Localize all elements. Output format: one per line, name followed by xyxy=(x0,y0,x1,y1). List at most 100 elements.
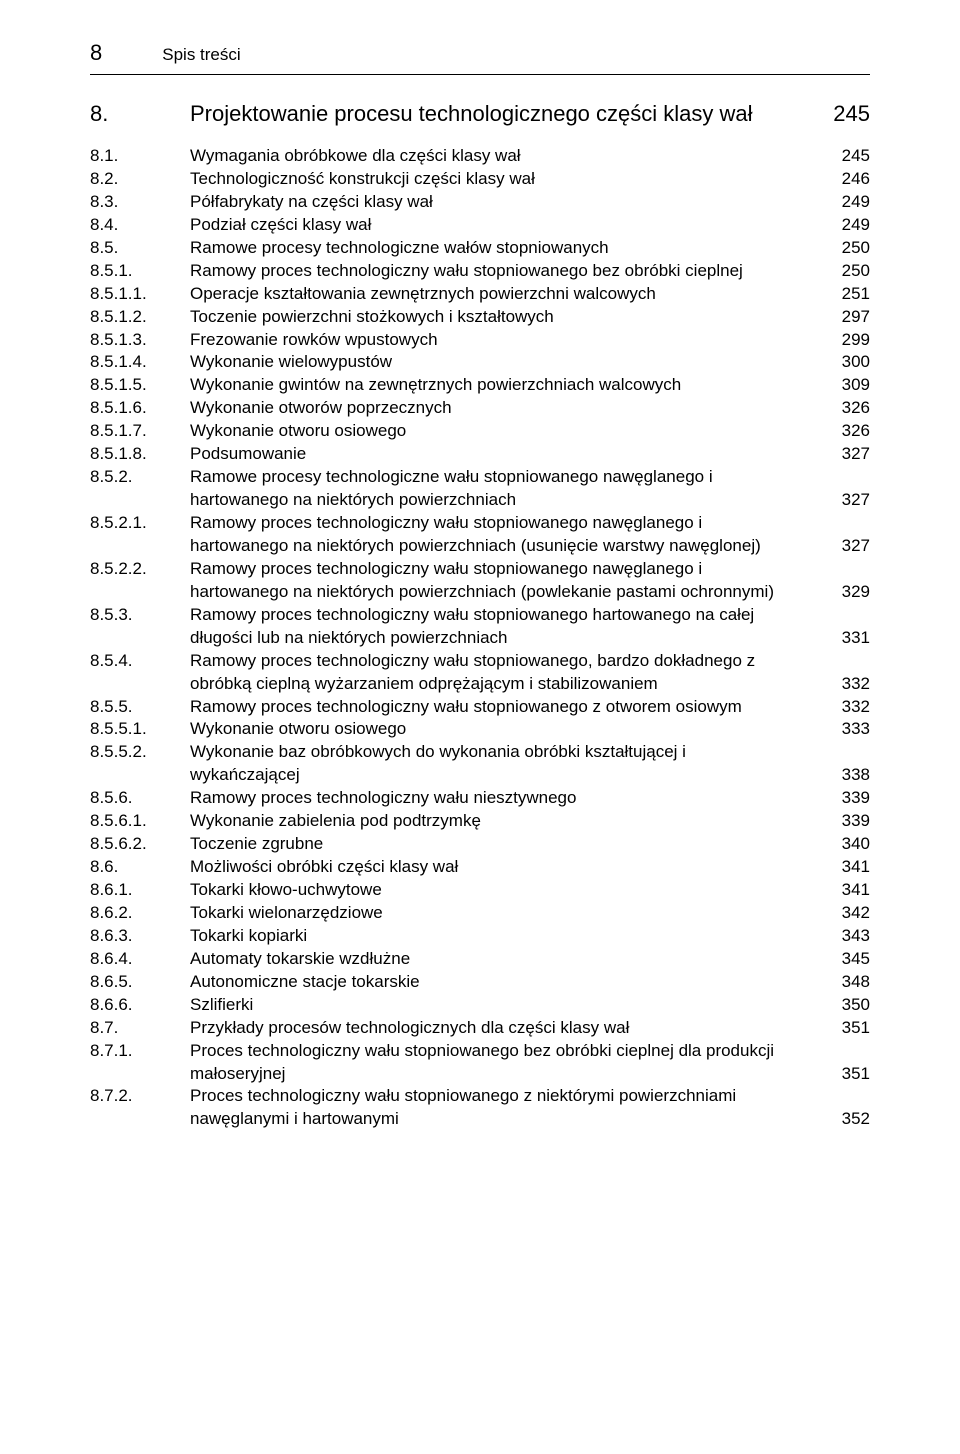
toc-entry-number: 8.5.6.1. xyxy=(90,810,190,833)
toc-entry-number: 8.5.5.1. xyxy=(90,718,190,741)
toc-entry-title: Wymagania obróbkowe dla części klasy wał xyxy=(190,145,810,168)
toc-entry: 8.5.6.2.Toczenie zgrubne340 xyxy=(90,833,870,856)
toc-entry-title: Tokarki wielonarzędziowe xyxy=(190,902,810,925)
toc-entry-title: Podział części klasy wał xyxy=(190,214,810,237)
toc-entry: 8.5.2.Ramowe procesy technologiczne wału… xyxy=(90,466,870,512)
toc-entry-number: 8.2. xyxy=(90,168,190,191)
toc-entry: 8.5.1.5.Wykonanie gwintów na zewnętrznyc… xyxy=(90,374,870,397)
toc-entry-title: Ramowy proces technologiczny wału stopni… xyxy=(190,512,810,558)
chapter-title: Projektowanie procesu technologicznego c… xyxy=(190,101,810,127)
chapter-page: 245 xyxy=(810,101,870,127)
toc-entry-page: 309 xyxy=(810,374,870,397)
toc-entry-number: 8.1. xyxy=(90,145,190,168)
toc-entry-number: 8.6.5. xyxy=(90,971,190,994)
toc-entry-page: 351 xyxy=(810,1063,870,1086)
toc-entry: 8.7.Przykłady procesów technologicznych … xyxy=(90,1017,870,1040)
toc-entry-title: Tokarki kłowo-uchwytowe xyxy=(190,879,810,902)
toc-entry-number: 8.5.5.2. xyxy=(90,741,190,764)
toc-entry-page: 348 xyxy=(810,971,870,994)
toc-entry: 8.5.1.8.Podsumowanie327 xyxy=(90,443,870,466)
toc-entry-title: Wykonanie zabielenia pod podtrzymkę xyxy=(190,810,810,833)
toc-entry: 8.1.Wymagania obróbkowe dla części klasy… xyxy=(90,145,870,168)
toc-entry-title: Ramowe procesy technologiczne wałów stop… xyxy=(190,237,810,260)
toc-entry-number: 8.5.2.2. xyxy=(90,558,190,581)
toc-entry-title: Ramowy proces technologiczny wału stopni… xyxy=(190,696,810,719)
toc-entry-page: 342 xyxy=(810,902,870,925)
toc-entry-title: Toczenie zgrubne xyxy=(190,833,810,856)
toc-entry-page: 333 xyxy=(810,718,870,741)
toc-entry: 8.5.1.6.Wykonanie otworów poprzecznych32… xyxy=(90,397,870,420)
toc-entry-page: 326 xyxy=(810,420,870,443)
toc-entry-page: 300 xyxy=(810,351,870,374)
toc-entry: 8.3.Półfabrykaty na części klasy wał249 xyxy=(90,191,870,214)
toc-entry-title: Frezowanie rowków wpustowych xyxy=(190,329,810,352)
toc-entry-page: 299 xyxy=(810,329,870,352)
toc-entry-number: 8.5.5. xyxy=(90,696,190,719)
toc-entry-page: 329 xyxy=(810,581,870,604)
toc-entry: 8.6.4.Automaty tokarskie wzdłużne345 xyxy=(90,948,870,971)
toc-entry-number: 8.7. xyxy=(90,1017,190,1040)
toc-entry: 8.5.5.1.Wykonanie otworu osiowego333 xyxy=(90,718,870,741)
toc-entry: 8.4.Podział części klasy wał249 xyxy=(90,214,870,237)
toc-entry-page: 345 xyxy=(810,948,870,971)
toc-entry-number: 8.5.4. xyxy=(90,650,190,673)
toc-entry-number: 8.5.6.2. xyxy=(90,833,190,856)
toc-entry: 8.5.6.Ramowy proces technologiczny wału … xyxy=(90,787,870,810)
toc-entry-page: 350 xyxy=(810,994,870,1017)
toc-entry-title: Ramowy proces technologiczny wału nieszt… xyxy=(190,787,810,810)
toc-entry: 8.5.2.2.Ramowy proces technologiczny wał… xyxy=(90,558,870,604)
toc-entry-page: 332 xyxy=(810,673,870,696)
toc-entry-title: Ramowy proces technologiczny wału stopni… xyxy=(190,604,810,650)
toc-entry-number: 8.5. xyxy=(90,237,190,260)
toc-entry-number: 8.5.1.8. xyxy=(90,443,190,466)
toc-entry-title: Technologiczność konstrukcji części klas… xyxy=(190,168,810,191)
page-header: 8 Spis treści xyxy=(90,40,870,75)
toc-entry-title: Wykonanie gwintów na zewnętrznych powier… xyxy=(190,374,810,397)
toc-entry-page: 326 xyxy=(810,397,870,420)
toc-entry-page: 297 xyxy=(810,306,870,329)
toc-entry-title: Przykłady procesów technologicznych dla … xyxy=(190,1017,810,1040)
toc-entry: 8.5.1.4.Wykonanie wielowypustów300 xyxy=(90,351,870,374)
toc-entry-title: Ramowe procesy technologiczne wału stopn… xyxy=(190,466,810,512)
toc-entry-number: 8.5.1.3. xyxy=(90,329,190,352)
toc-entry-number: 8.5.2.1. xyxy=(90,512,190,535)
toc-entry-page: 249 xyxy=(810,214,870,237)
toc-entry-title: Półfabrykaty na części klasy wał xyxy=(190,191,810,214)
toc-entry-page: 339 xyxy=(810,787,870,810)
toc-entry-page: 327 xyxy=(810,489,870,512)
toc-entry-title: Wykonanie wielowypustów xyxy=(190,351,810,374)
toc-entry-page: 246 xyxy=(810,168,870,191)
toc-entry-number: 8.6.6. xyxy=(90,994,190,1017)
toc-page: 8 Spis treści 8. Projektowanie procesu t… xyxy=(0,0,960,1181)
toc-entry: 8.5.5.Ramowy proces technologiczny wału … xyxy=(90,696,870,719)
toc-entry-page: 251 xyxy=(810,283,870,306)
toc-entry-page: 249 xyxy=(810,191,870,214)
toc-entry: 8.6.2.Tokarki wielonarzędziowe342 xyxy=(90,902,870,925)
toc-entry-page: 351 xyxy=(810,1017,870,1040)
toc-entry: 8.7.2.Proces technologiczny wału stopnio… xyxy=(90,1085,870,1131)
toc-entry-title: Proces technologiczny wału stopniowanego… xyxy=(190,1085,810,1131)
toc-entry-page: 245 xyxy=(810,145,870,168)
toc-entry: 8.6.1.Tokarki kłowo-uchwytowe341 xyxy=(90,879,870,902)
toc-entry-number: 8.7.2. xyxy=(90,1085,190,1108)
toc-entry-title: Autonomiczne stacje tokarskie xyxy=(190,971,810,994)
toc-entry-page: 327 xyxy=(810,535,870,558)
toc-entry: 8.2.Technologiczność konstrukcji części … xyxy=(90,168,870,191)
toc-entry: 8.5.1.3.Frezowanie rowków wpustowych299 xyxy=(90,329,870,352)
toc-list: 8.1.Wymagania obróbkowe dla części klasy… xyxy=(90,145,870,1131)
toc-entry-number: 8.6.3. xyxy=(90,925,190,948)
toc-entry-page: 341 xyxy=(810,856,870,879)
toc-entry-title: Możliwości obróbki części klasy wał xyxy=(190,856,810,879)
toc-entry-title: Toczenie powierzchni stożkowych i kształ… xyxy=(190,306,810,329)
toc-entry-title: Szlifierki xyxy=(190,994,810,1017)
toc-entry: 8.5.1.Ramowy proces technologiczny wału … xyxy=(90,260,870,283)
toc-entry-number: 8.5.1.1. xyxy=(90,283,190,306)
running-title: Spis treści xyxy=(162,45,240,65)
toc-entry-title: Wykonanie otworu osiowego xyxy=(190,420,810,443)
toc-entry: 8.5.Ramowe procesy technologiczne wałów … xyxy=(90,237,870,260)
toc-entry-title: Wykonanie baz obróbkowych do wykonania o… xyxy=(190,741,810,787)
toc-entry-number: 8.5.1.7. xyxy=(90,420,190,443)
toc-entry-number: 8.5.6. xyxy=(90,787,190,810)
toc-entry-number: 8.5.2. xyxy=(90,466,190,489)
toc-entry: 8.6.Możliwości obróbki części klasy wał3… xyxy=(90,856,870,879)
